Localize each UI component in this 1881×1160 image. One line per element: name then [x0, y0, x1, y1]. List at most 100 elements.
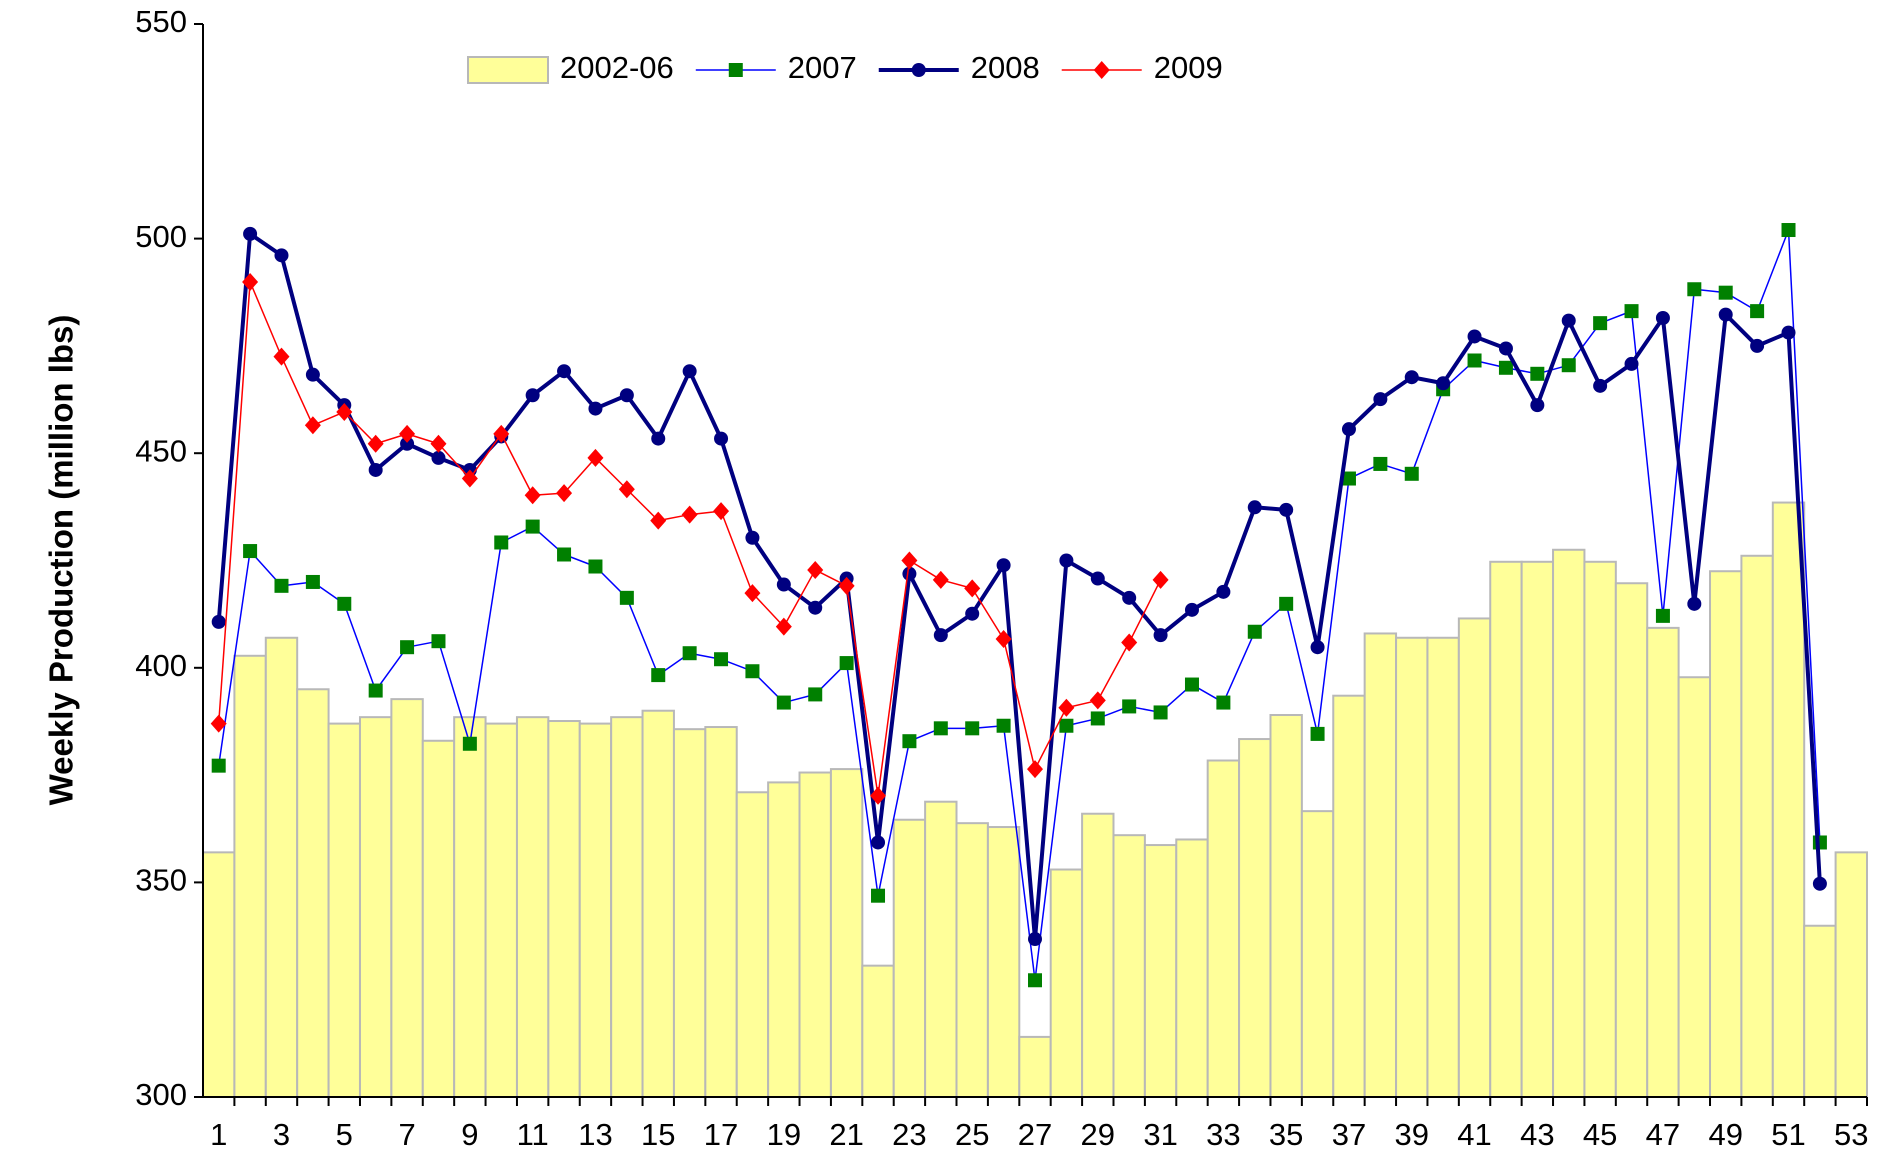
bar — [829, 768, 864, 1098]
bar — [264, 636, 299, 1098]
bar — [1646, 626, 1680, 1098]
series-marker — [682, 646, 697, 661]
bar — [1300, 810, 1335, 1098]
series-marker — [305, 367, 320, 382]
bar — [484, 722, 518, 1098]
series-marker — [650, 511, 667, 530]
series-marker — [839, 656, 854, 671]
series-marker — [274, 248, 289, 263]
series-marker — [1247, 500, 1262, 515]
series-marker — [996, 558, 1011, 573]
series-marker — [525, 388, 540, 403]
series-marker — [494, 535, 509, 550]
series-marker — [619, 388, 634, 403]
bar — [1552, 548, 1586, 1098]
series-marker — [1498, 341, 1513, 356]
series-marker — [1341, 422, 1356, 437]
series-marker — [964, 579, 981, 598]
x-tick-label: 43 — [1520, 1117, 1554, 1152]
series-marker — [430, 434, 447, 453]
series-marker — [1781, 223, 1796, 238]
x-tick-label: 11 — [517, 1117, 549, 1152]
y-tick-label: 300 — [135, 1077, 187, 1112]
series-marker — [1718, 285, 1733, 300]
series-marker — [337, 596, 352, 611]
series-marker — [1152, 570, 1169, 589]
series-marker — [996, 718, 1011, 733]
x-tick-label: 31 — [1143, 1117, 1177, 1152]
series-marker — [1781, 325, 1796, 340]
series-marker — [1750, 304, 1765, 319]
series-marker — [1812, 835, 1827, 850]
series-marker — [431, 634, 446, 649]
x-tick-label: 25 — [955, 1117, 989, 1152]
series-marker — [744, 584, 761, 603]
x-tick-label: 23 — [892, 1117, 926, 1152]
y-tick-label: 350 — [135, 863, 187, 898]
legend-marker — [1093, 61, 1110, 79]
series-marker — [1561, 358, 1576, 373]
series-marker — [682, 364, 697, 379]
series-marker — [871, 835, 886, 850]
bar — [1426, 636, 1460, 1098]
x-tick-label: 21 — [829, 1117, 863, 1152]
x-tick-label: 19 — [767, 1117, 801, 1152]
bar — [924, 800, 958, 1098]
bar — [672, 728, 707, 1098]
series-marker — [1090, 711, 1105, 726]
bar — [1740, 554, 1774, 1098]
series-marker — [902, 566, 917, 581]
series-marker — [588, 401, 603, 416]
bar — [515, 716, 550, 1099]
series-marker — [651, 668, 666, 683]
series-marker — [965, 606, 980, 621]
series-marker — [1059, 718, 1074, 733]
series-marker — [1341, 471, 1356, 486]
bar — [735, 791, 770, 1098]
bar — [1489, 560, 1523, 1098]
series-marker — [713, 502, 730, 521]
series-marker — [1593, 316, 1608, 331]
series-marker — [1247, 624, 1262, 639]
legend-label: 2008 — [971, 50, 1040, 85]
bar — [1709, 570, 1743, 1098]
bar — [1081, 812, 1115, 1099]
y-tick-label: 400 — [135, 648, 187, 683]
series-marker — [1089, 691, 1106, 710]
series-marker — [1593, 378, 1608, 393]
series-marker — [557, 547, 572, 562]
series-marker — [965, 721, 980, 736]
bar — [578, 722, 613, 1098]
series-marker — [1718, 307, 1733, 322]
series-marker — [525, 519, 540, 534]
bar — [453, 716, 487, 1099]
x-tick-label: 27 — [1018, 1117, 1052, 1152]
series-marker — [1436, 376, 1451, 391]
bar — [1143, 844, 1178, 1098]
series-marker — [1498, 360, 1513, 375]
series-marker — [1530, 366, 1545, 381]
bar — [1363, 632, 1398, 1098]
series-marker — [1561, 313, 1576, 328]
x-tick-label: 49 — [1708, 1117, 1742, 1152]
bar — [798, 771, 832, 1098]
series-marker — [1812, 876, 1827, 891]
series-marker — [1624, 304, 1639, 319]
series-marker — [399, 424, 416, 443]
series-marker — [336, 402, 353, 421]
series-marker — [808, 600, 823, 615]
series-marker — [838, 576, 855, 595]
series-marker — [400, 640, 415, 655]
series-marker — [242, 272, 259, 291]
series-marker — [933, 628, 948, 643]
series-marker — [1687, 282, 1702, 297]
bar — [1112, 834, 1146, 1098]
x-tick-label: 9 — [461, 1117, 478, 1152]
series-marker — [776, 695, 791, 710]
series-marker — [556, 484, 573, 503]
bar — [1049, 868, 1084, 1098]
series-marker — [1090, 571, 1105, 586]
legend-label: 2002-06 — [560, 50, 674, 85]
bar — [1175, 838, 1209, 1098]
bar — [1206, 759, 1241, 1098]
